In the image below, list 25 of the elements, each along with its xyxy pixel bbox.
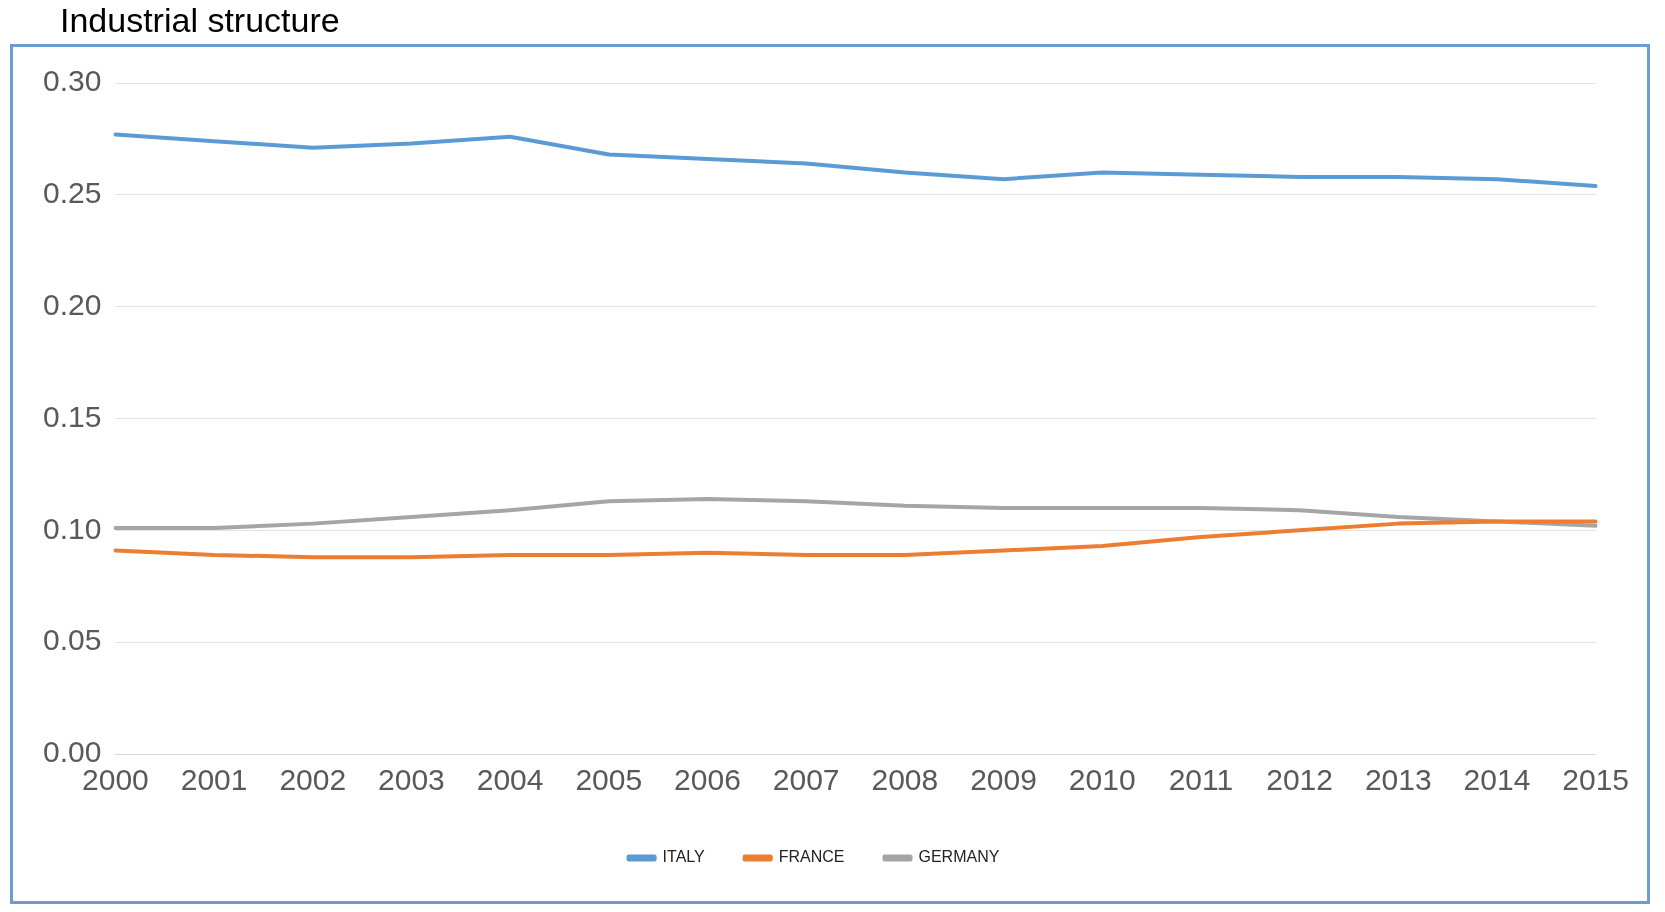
x-tick-label: 2007 <box>772 763 840 797</box>
y-tick-label: 0.05 <box>43 623 102 657</box>
x-tick-label: 2014 <box>1463 763 1531 797</box>
x-tick-label: 2008 <box>871 763 939 797</box>
x-tick-label: 2015 <box>1562 763 1630 797</box>
x-tick-label: 2013 <box>1364 763 1432 797</box>
x-tick-label: 2004 <box>476 763 544 797</box>
y-tick-label: 0.30 <box>43 64 102 98</box>
x-tick-label: 2001 <box>180 763 248 797</box>
y-tick-label: 0.15 <box>43 399 102 433</box>
y-tick-label: 0.20 <box>43 287 102 321</box>
x-tick-label: 2002 <box>279 763 347 797</box>
x-tick-label: 2009 <box>970 763 1037 797</box>
legend-label: FRANCE <box>778 848 845 866</box>
y-tick-label: 0.25 <box>43 176 102 210</box>
legend-label: ITALY <box>662 848 706 866</box>
x-tick-label: 2003 <box>378 763 445 797</box>
x-tick-label: 2005 <box>575 763 643 797</box>
x-tick-label: 2006 <box>674 763 741 797</box>
x-tick-label: 2012 <box>1266 763 1333 797</box>
chart-title: Industrial structure <box>60 0 340 40</box>
y-tick-label: 0.10 <box>43 511 102 545</box>
x-tick-label: 2011 <box>1168 763 1234 797</box>
legend-label: GERMANY <box>918 848 1000 866</box>
x-tick-label: 2010 <box>1068 763 1136 797</box>
